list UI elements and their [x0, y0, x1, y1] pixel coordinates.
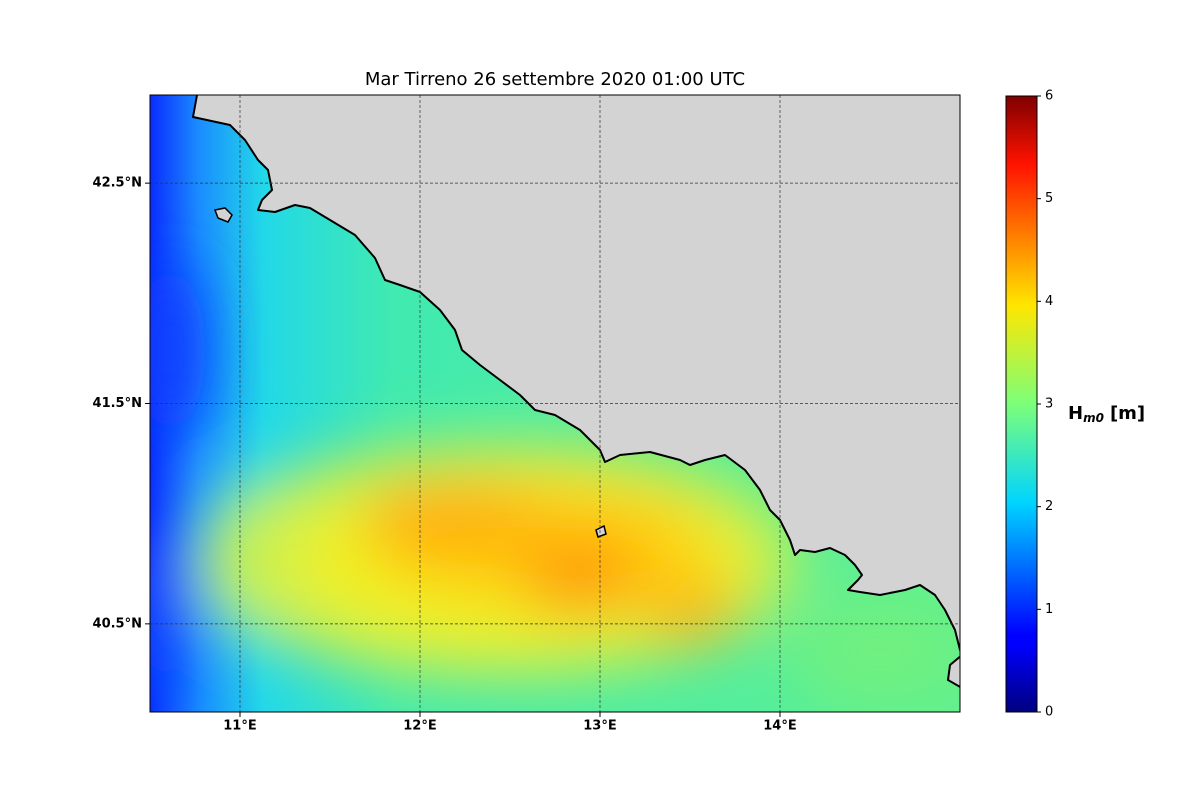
- island: [213, 207, 233, 223]
- colorbar-tick-label: 3: [1045, 397, 1053, 412]
- colorbar-tick-label: 0: [1045, 705, 1053, 720]
- y-tick-label: 40.5°N: [93, 616, 142, 631]
- colorbar-tick-label: 5: [1045, 191, 1053, 206]
- colorbar-tick-label: 6: [1045, 89, 1053, 104]
- colorbar-tick-label: 1: [1045, 602, 1053, 617]
- y-tick-label: 41.5°N: [93, 396, 142, 411]
- x-tick-label: 12°E: [403, 719, 436, 734]
- x-tick-label: 14°E: [763, 719, 796, 734]
- colorbar-label: Hm0 [m]: [1068, 403, 1145, 425]
- land: [192, 95, 960, 651]
- x-tick-label: 13°E: [583, 719, 616, 734]
- y-tick-label: 42.5°N: [93, 176, 142, 191]
- colorbar-tick-label: 4: [1045, 294, 1053, 309]
- island: [595, 524, 607, 538]
- colorbar: [1005, 95, 1038, 713]
- colorbar-tick-label: 2: [1045, 499, 1053, 514]
- x-tick-label: 11°E: [223, 719, 256, 734]
- map-title: Mar Tirreno 26 settembre 2020 01:00 UTC: [365, 69, 745, 90]
- land: [946, 655, 960, 689]
